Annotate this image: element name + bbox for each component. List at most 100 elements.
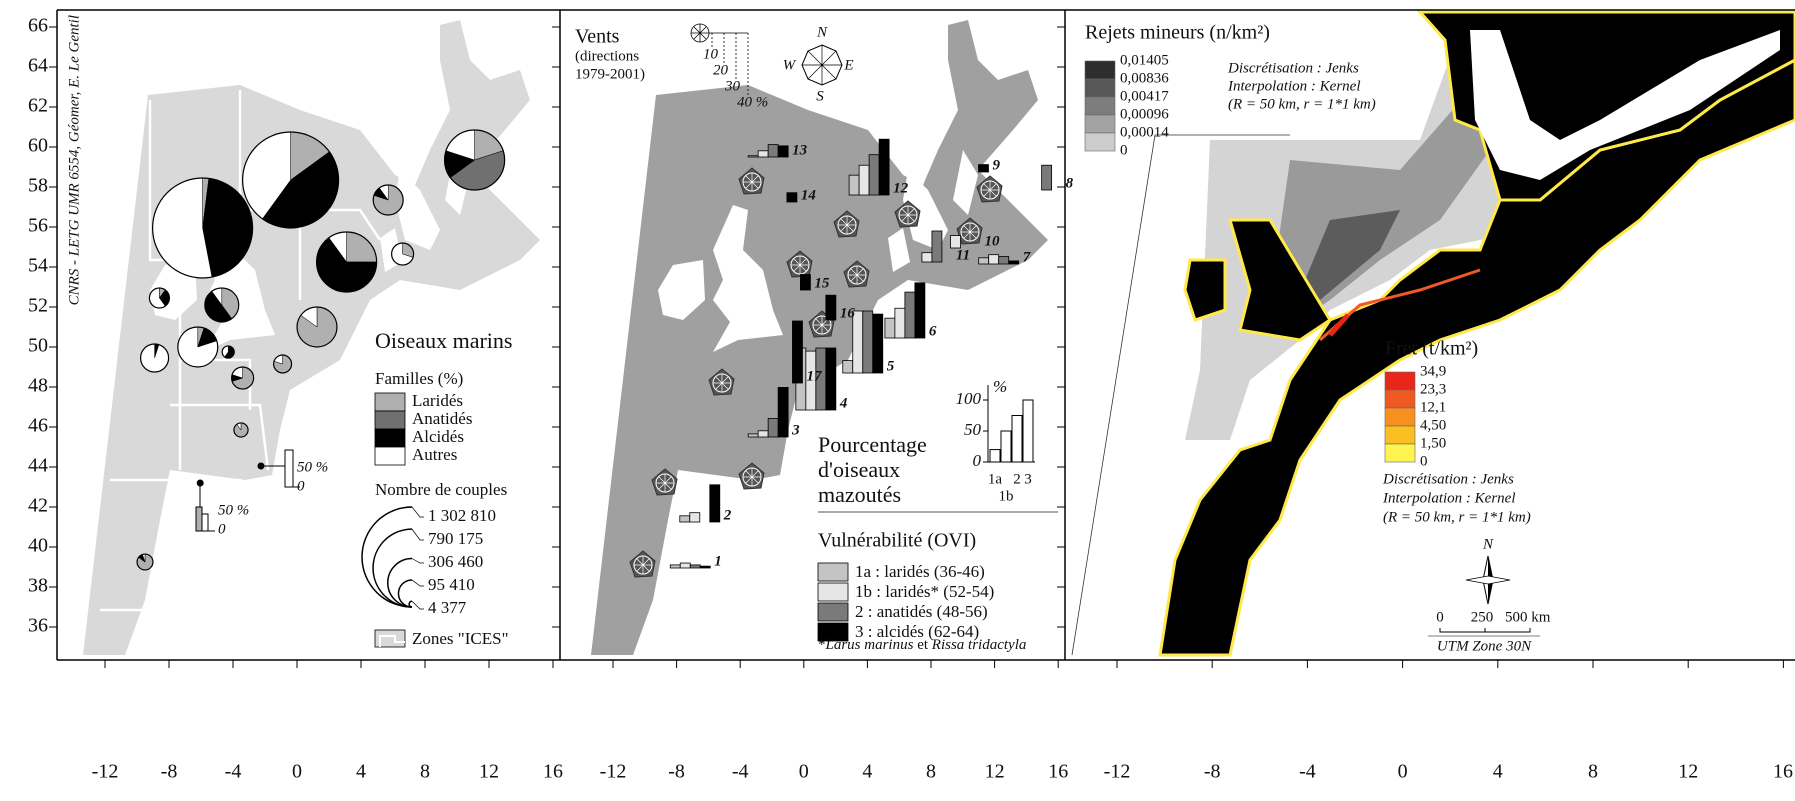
compass-label: S (816, 88, 824, 104)
site-label: 4 (839, 395, 848, 411)
map-border (1071, 134, 1290, 656)
pie-outline (443, 129, 506, 191)
footnote-part: * (818, 637, 826, 653)
size-circle (361, 506, 413, 608)
legend-tick-label: 100 (956, 389, 982, 408)
vulnerability-bar (747, 155, 759, 158)
x-tick-label: 8 (926, 761, 936, 783)
footnote-part: et (917, 637, 929, 653)
scale-label: 250 (1471, 609, 1494, 625)
legend-label: Anatidés (412, 409, 472, 428)
ices-zone (110, 478, 270, 502)
x-tick-label: 4 (1493, 761, 1503, 783)
sea (591, 20, 1048, 655)
legend-bar (1000, 430, 1012, 463)
wind-rose (634, 556, 652, 574)
wind-rose (743, 173, 761, 191)
wind-scale-label: 30 (724, 78, 741, 94)
legend-swatch (1084, 132, 1116, 152)
vulnerability-bar (921, 252, 933, 263)
sea-density (1305, 210, 1400, 300)
legend-swatch (374, 410, 406, 430)
legend-title: mazoutés (818, 482, 901, 507)
size-leader (411, 558, 424, 564)
wind-rose (899, 206, 917, 224)
vulnerability-bar (679, 562, 691, 569)
legend-label: 3 : alcidés (62-64) (855, 622, 979, 641)
size-circle (387, 557, 413, 608)
legend-swatch (817, 602, 849, 622)
vulnerability-bar (786, 192, 798, 203)
vulnerability-bar (931, 230, 943, 263)
x-tick-label: 12 (985, 761, 1005, 783)
legend-bar-label: 1b (999, 488, 1014, 504)
x-tick-label: 8 (1588, 761, 1598, 783)
size-label: 790 175 (428, 529, 483, 548)
wind-rose (743, 468, 761, 486)
size-label: 95 410 (428, 575, 475, 594)
scale-bar (1439, 628, 1531, 633)
wind-rose (713, 374, 731, 392)
legend-subtitle: Familles (%) (375, 369, 463, 388)
y-tick-label: 58 (28, 175, 48, 197)
scale-label: 50 % (218, 502, 249, 518)
wind-rose (656, 474, 674, 492)
x-tick-label: -12 (600, 761, 627, 783)
legend-bar-label: 3 (1024, 471, 1032, 487)
legend-break: 12,1 (1420, 399, 1446, 415)
vulnerability-bar (1008, 260, 1020, 265)
pie-outline (273, 354, 293, 374)
legend-title: Vulnérabilité (OVI) (818, 530, 976, 552)
footnote-part: Larus marinus (825, 637, 914, 653)
vulnerability-bar (679, 515, 691, 523)
legend-label: 1a : laridés (36-46) (855, 562, 985, 581)
vulnerability-bar (825, 294, 837, 321)
legend-swatch (1384, 371, 1416, 391)
y-tick-label: 60 (28, 135, 48, 157)
vulnerability-bar (792, 320, 803, 384)
vulnerability-bar (950, 235, 961, 249)
x-tick-label: 12 (1678, 761, 1698, 783)
legend-tick-label: 0 (973, 451, 982, 470)
legend-break: 0,00014 (1120, 124, 1169, 140)
vulnerability-bar (988, 254, 1000, 265)
x-tick-label: 8 (420, 761, 430, 783)
vulnerability-bar (689, 512, 701, 523)
scale-bar (201, 513, 209, 532)
legend-label: 1b : laridés* (52-54) (855, 582, 994, 601)
site-label: 10 (985, 233, 1001, 249)
ices-zone (100, 559, 172, 612)
legend-label: Alcidés (412, 427, 464, 446)
land (713, 205, 783, 352)
size-leader (411, 579, 424, 587)
ices-zone (170, 403, 270, 471)
size-leader (411, 528, 424, 541)
legend-label: Zones "ICES" (412, 629, 509, 648)
pie-outline (148, 287, 170, 309)
legend-title: Pourcentage (818, 432, 927, 457)
legend-swatch (1084, 78, 1116, 98)
vulnerability-bar (872, 313, 884, 374)
site-label: 8 (1066, 175, 1074, 191)
x-tick-label: 0 (799, 761, 809, 783)
legend-break: 0,00836 (1120, 70, 1169, 86)
vulnerability-bar (699, 565, 711, 569)
y-tick-label: 50 (28, 335, 48, 357)
wind-rose (961, 223, 979, 241)
footnote-part: Rissa tridactyla (931, 637, 1027, 653)
site-label: 16 (840, 305, 856, 321)
legend-subtitle: Nombre de couples (375, 480, 507, 499)
credit: CNRS - LETG UMR 6554, Géomer, E. Le Gent… (66, 15, 82, 305)
legend-bar-label: 2 (1013, 471, 1021, 487)
vulnerability-bar (842, 360, 854, 374)
x-tick-label: -4 (732, 761, 749, 783)
north-label: N (1482, 536, 1494, 552)
legend-swatch (1384, 407, 1416, 427)
x-tick-label: 4 (356, 761, 366, 783)
y-tick-label: 42 (28, 495, 48, 517)
land (903, 170, 948, 250)
method: Discrétisation : Jenks (1227, 60, 1359, 76)
legend-break: 4,50 (1420, 417, 1446, 433)
pie-outline (233, 422, 249, 438)
legend-break: 0 (1120, 142, 1128, 158)
